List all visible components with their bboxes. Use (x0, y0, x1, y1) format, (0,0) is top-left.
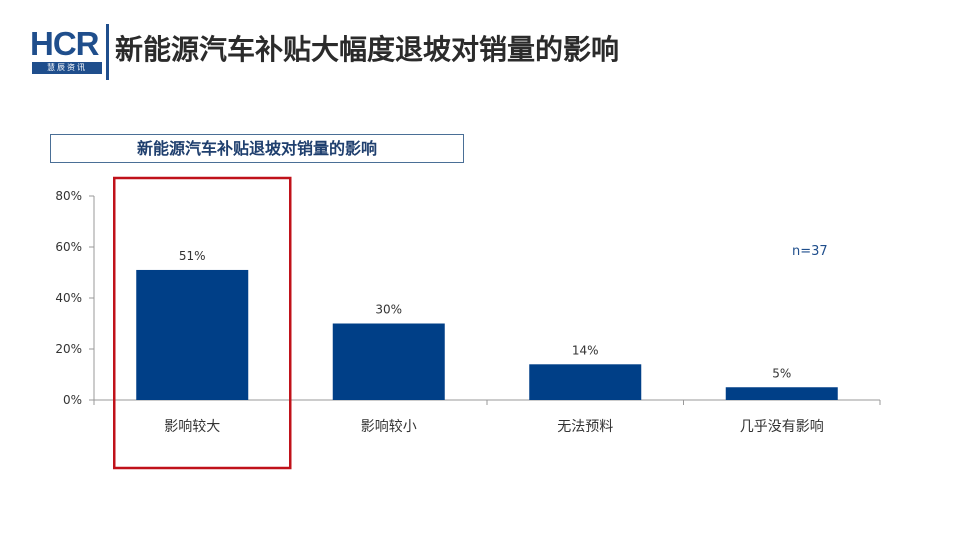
data-label: 5% (772, 366, 791, 380)
highlight-frame (113, 176, 292, 470)
category-label: 无法预料 (557, 419, 613, 435)
y-tick-label: 40% (55, 291, 82, 305)
hcr-logo: HCR 慧辰资讯 (30, 25, 104, 74)
category-label: 影响较小 (361, 419, 417, 435)
category-labels: 影响较大 影响较小 无法预料 几乎没有影响 (164, 419, 824, 435)
bars (136, 269, 838, 400)
y-tick-label: 0% (63, 393, 82, 407)
bar (725, 387, 838, 400)
logo-text: HCR (30, 25, 100, 62)
bar (136, 269, 249, 400)
data-label: 14% (572, 343, 599, 357)
y-tick-label: 60% (55, 240, 82, 254)
data-labels: 51% 30% 14% 5% (179, 249, 791, 380)
y-axis: 0% 20% 40% 60% 80% (55, 189, 95, 407)
highlight (113, 176, 292, 470)
chart-title: 新能源汽车补贴退坡对销量的影响 (50, 134, 464, 163)
logo-subtitle: 慧辰资讯 (32, 62, 102, 74)
data-label: 30% (375, 303, 402, 317)
sample-size-note: n=37 (792, 244, 828, 259)
page-title: 新能源汽车补贴大幅度退坡对销量的影响 (115, 33, 620, 66)
bar (332, 323, 445, 400)
y-tick-label: 80% (55, 189, 82, 203)
category-label: 几乎没有影响 (740, 419, 824, 435)
title-divider (106, 24, 109, 80)
category-label: 影响较大 (164, 419, 220, 435)
x-axis (93, 399, 881, 405)
y-tick-label: 20% (55, 342, 82, 356)
bar (529, 364, 642, 400)
data-label: 51% (179, 249, 206, 263)
